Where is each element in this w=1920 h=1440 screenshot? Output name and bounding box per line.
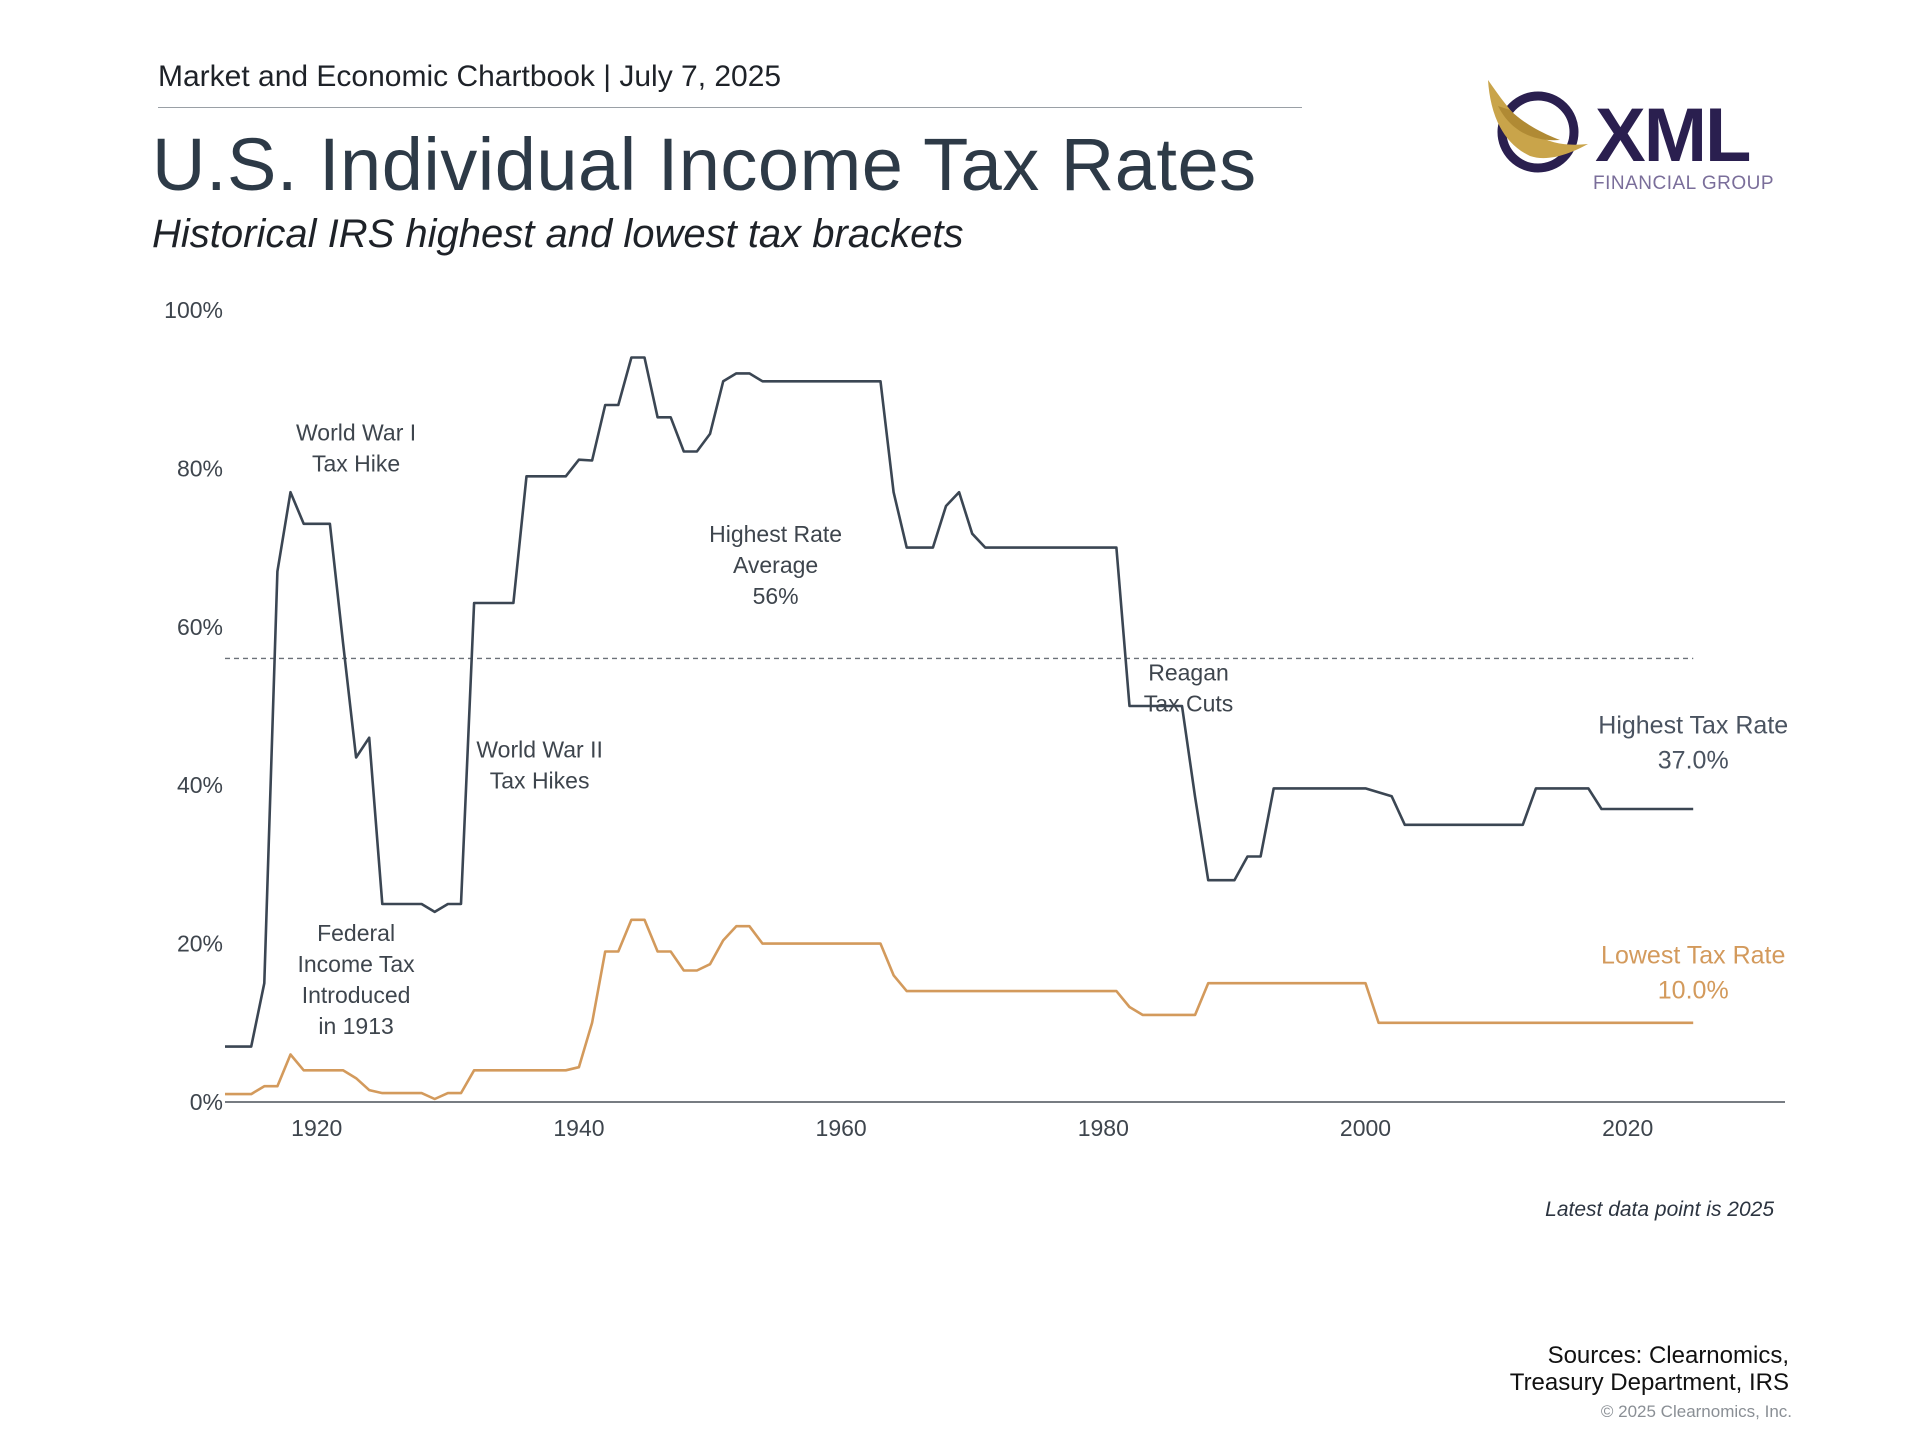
- lowest-rate-line: [225, 918, 1694, 1101]
- sources-note: Sources: Clearnomics, Treasury Departmen…: [1510, 1342, 1789, 1396]
- x-tick-label: 1980: [1078, 1115, 1129, 1141]
- eagle-emblem-icon: [1488, 80, 1588, 173]
- sources-line-2: Treasury Department, IRS: [1509, 1369, 1789, 1396]
- company-logo: XML FINANCIAL GROUP: [1480, 70, 1780, 200]
- header-divider: [158, 107, 1302, 108]
- annotations: World War I Tax Hike World War II Tax Hikes…: [296, 420, 1233, 1040]
- y-tick-label: 20%: [177, 931, 223, 957]
- y-tick-label: 40%: [177, 772, 223, 798]
- chart-annotation: Reagan Tax Cuts: [1144, 660, 1233, 717]
- highest-rate-line: [225, 356, 1694, 1048]
- chart-annotation: Highest Rate Average 56%: [709, 521, 842, 609]
- series-end-label: Lowest Tax Rate 10.0%: [1601, 941, 1785, 1004]
- logo-subtitle: FINANCIAL GROUP: [1593, 173, 1774, 194]
- latest-data-footnote: Latest data point is 2025: [1545, 1198, 1774, 1221]
- x-tick-label: 2020: [1602, 1115, 1653, 1141]
- chart-title: U.S. Individual Income Tax Rates: [152, 123, 1257, 206]
- x-axis: 1920 1940 1960 1980 2000 2020: [291, 1115, 1653, 1141]
- sources-line-1: Sources: Clearnomics,: [1547, 1342, 1789, 1369]
- x-tick-label: 1920: [291, 1115, 342, 1141]
- chart-subtitle: Historical IRS highest and lowest tax br…: [152, 212, 964, 256]
- series-end-labels: Highest Tax Rate 37.0% Lowest Tax Rate 10.0…: [1598, 712, 1788, 1005]
- y-axis: 0% 20% 40% 60% 80% 100%: [164, 297, 223, 1115]
- chart-annotation: Federal Income Tax Introduced in 1913: [297, 920, 415, 1039]
- y-tick-label: 60%: [177, 614, 223, 640]
- logo-wordmark: XML: [1595, 93, 1751, 178]
- x-tick-label: 1960: [816, 1115, 867, 1141]
- y-tick-label: 0%: [190, 1089, 223, 1115]
- series-end-label: Highest Tax Rate 37.0%: [1598, 712, 1788, 775]
- chart-annotation: World War II Tax Hikes: [476, 736, 603, 793]
- x-tick-label: 1940: [553, 1115, 604, 1141]
- x-tick-label: 2000: [1340, 1115, 1391, 1141]
- y-tick-label: 80%: [177, 455, 223, 481]
- chart-annotation: World War I Tax Hike: [296, 420, 416, 477]
- copyright: © 2025 Clearnomics, Inc.: [1600, 1402, 1792, 1421]
- header-label: Market and Economic Chartbook | July 7, …: [158, 60, 782, 93]
- y-tick-label: 100%: [164, 297, 223, 323]
